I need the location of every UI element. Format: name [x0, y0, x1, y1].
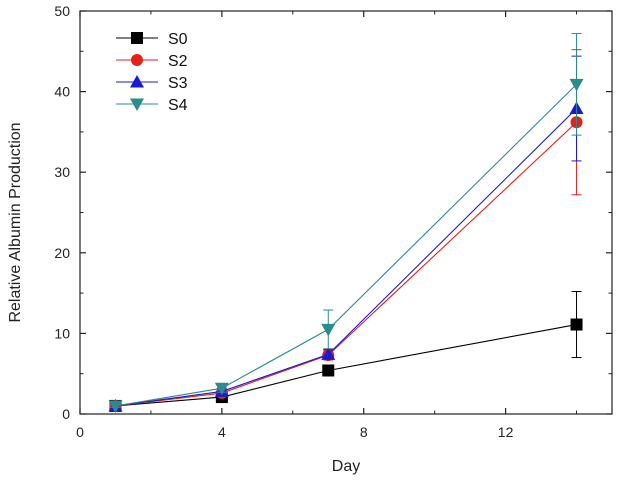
plot-frame — [79, 10, 613, 415]
x-axis-title: Day — [332, 458, 360, 475]
legend-marker-s0 — [131, 32, 143, 44]
data-point-s4 — [569, 78, 584, 92]
legend-marker-s4 — [130, 98, 144, 111]
legend-item-s3: S3 — [116, 75, 188, 92]
legend-marker-s3 — [130, 75, 144, 88]
y-tick-label: 40 — [54, 84, 70, 100]
series-line-s3 — [115, 108, 577, 407]
series-s4 — [108, 33, 584, 413]
series-line-s4 — [115, 83, 577, 407]
x-tick-label: 0 — [76, 424, 84, 440]
data-point-s4 — [321, 323, 336, 337]
y-tick-label: 0 — [62, 406, 70, 422]
legend-label: S2 — [168, 53, 188, 70]
data-point-s0 — [570, 318, 583, 331]
x-tick-label: 8 — [360, 424, 368, 440]
x-tick-label: 12 — [498, 424, 514, 440]
legend-item-s2: S2 — [116, 53, 188, 70]
y-tick-label: 50 — [54, 3, 70, 19]
series-line-s0 — [115, 323, 577, 407]
data-point-s3 — [321, 347, 336, 360]
x-tick-label: 4 — [218, 424, 226, 440]
y-tick-label: 30 — [54, 164, 70, 180]
legend-marker-s2 — [131, 54, 143, 66]
y-axis-title: Relative Albumin Production — [7, 122, 24, 322]
legend-item-s4: S4 — [116, 97, 188, 114]
legend: S0 S2 S3 S4 — [116, 31, 188, 114]
series-line-s2 — [115, 121, 577, 407]
legend-label: S3 — [168, 75, 188, 92]
legend-item-s0: S0 — [116, 31, 188, 48]
data-point-s0 — [322, 364, 335, 377]
series-layer — [108, 33, 584, 413]
y-tick-label: 10 — [54, 325, 70, 341]
series-s0 — [109, 290, 583, 412]
legend-label: S0 — [168, 31, 188, 48]
axis-layer: 0 4 8 12 0 10 20 30 40 50 — [54, 3, 612, 440]
data-point-s4 — [214, 382, 229, 396]
data-point-s4 — [108, 400, 123, 413]
legend-label: S4 — [168, 97, 188, 114]
y-tick-label: 20 — [54, 245, 70, 261]
